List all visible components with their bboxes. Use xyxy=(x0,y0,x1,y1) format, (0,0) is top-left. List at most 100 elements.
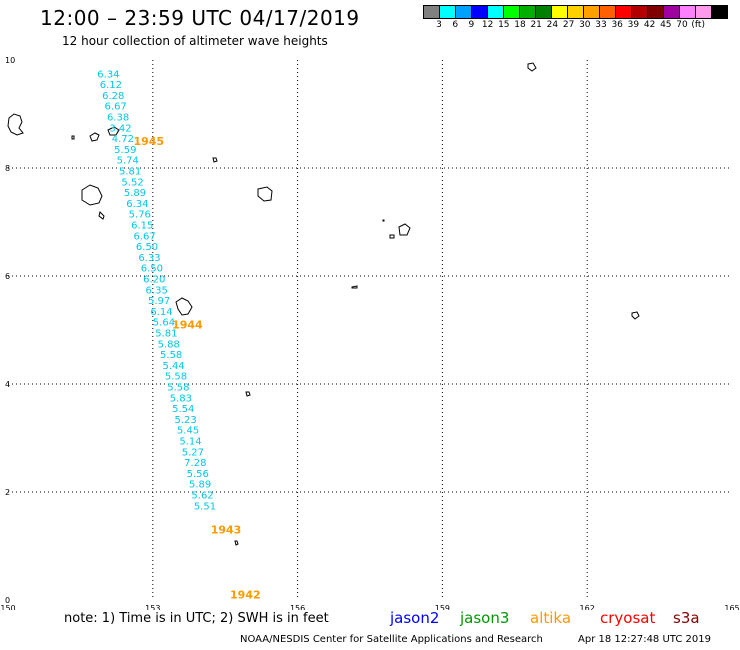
wave-height-track: 6.346.126.286.676.383.424.725.595.745.81… xyxy=(97,69,216,512)
legend-label: 3 xyxy=(436,20,442,30)
legend-label: 24 xyxy=(546,20,559,30)
island-outlines xyxy=(7,62,640,546)
legend-label: 12 xyxy=(481,20,494,30)
wave-height-label: 6.14 xyxy=(150,307,172,318)
legend-swatch xyxy=(711,5,728,19)
x-tick-label: 159 xyxy=(435,604,450,610)
wave-height-label: 6.67 xyxy=(105,102,127,113)
legend-s3a: s3a xyxy=(673,609,700,627)
legend-label: 9 xyxy=(468,20,475,30)
wave-height-label: 3.42 xyxy=(109,123,131,134)
pass-time-label: 1942 xyxy=(230,588,261,601)
island-outline xyxy=(212,157,218,163)
island-outline xyxy=(245,391,251,397)
wave-height-label: 5.62 xyxy=(191,490,213,501)
island-outline xyxy=(71,135,75,140)
legend-cryosat: cryosat xyxy=(600,609,656,627)
wave-height-label: 6.50 xyxy=(136,242,158,253)
generation-timestamp: Apr 18 12:27:48 UTC 2019 xyxy=(578,634,711,645)
wave-height-label: 5.76 xyxy=(129,210,151,221)
wave-height-label: 6.28 xyxy=(102,91,124,102)
y-tick-label: 4 xyxy=(5,380,10,389)
island-outline xyxy=(631,311,640,320)
wave-height-label: 5.51 xyxy=(194,501,216,512)
wave-height-label: 5.58 xyxy=(165,372,187,383)
wave-height-label: 6.20 xyxy=(143,274,165,285)
wave-height-label: 5.58 xyxy=(167,382,189,393)
island-outline xyxy=(7,113,24,136)
color-legend: 3 6 9 12 15 18 21 24 27 30 33 36 39 42 45 70 (ft) xyxy=(423,5,740,33)
x-tick-label: 150 xyxy=(0,604,15,610)
island-outline xyxy=(527,62,537,72)
wave-height-label: 6.34 xyxy=(126,199,148,210)
credit-line: NOAA/NESDIS Center for Satellite Applica… xyxy=(240,634,543,645)
legend-label: 27 xyxy=(562,20,575,30)
island-outline xyxy=(257,186,273,202)
legend-label: 30 xyxy=(579,20,591,30)
map-grid: 150 153 156 159 162 165 0 2 4 6 8 10 xyxy=(0,56,739,610)
wave-height-label: 6.15 xyxy=(131,220,153,231)
legend-label: 36 xyxy=(611,20,623,30)
island-outline xyxy=(98,211,105,220)
y-tick-label: 10 xyxy=(5,56,15,65)
wave-height-label: 5.81 xyxy=(155,328,177,339)
pass-time-label: 1945 xyxy=(133,135,164,148)
legend-labels: 3 6 9 12 15 18 21 24 27 30 33 36 39 42 45 70 (ft) xyxy=(423,19,740,33)
wave-height-label: 5.89 xyxy=(189,480,211,491)
wave-height-label: 6.67 xyxy=(133,231,155,242)
wave-height-label: 5.44 xyxy=(162,361,184,372)
legend-label: 33 xyxy=(595,20,607,30)
wave-height-label: 6.35 xyxy=(146,285,168,296)
wave-height-label: 6.33 xyxy=(138,253,160,264)
legend-label: 6 xyxy=(452,20,459,30)
island-outline xyxy=(81,184,103,206)
legend-label: 18 xyxy=(514,20,526,30)
island-outline xyxy=(398,223,411,236)
page-subtitle: 12 hour collection of altimeter wave hei… xyxy=(62,34,328,48)
legend-label: 70 xyxy=(676,20,688,30)
island-outline xyxy=(382,219,385,222)
wave-height-label: 5.89 xyxy=(124,188,146,199)
page-title: 12:00 – 23:59 UTC 04/17/2019 xyxy=(40,6,360,30)
legend-jason2: jason2 xyxy=(390,609,440,627)
wave-height-label: 5.27 xyxy=(182,447,204,458)
pass-time-labels: 1945 1944 1943 1942 xyxy=(133,135,260,602)
legend-label: 21 xyxy=(530,20,542,30)
legend-label: 45 xyxy=(660,20,672,30)
wave-height-label: 4.72 xyxy=(112,134,134,145)
x-tick-label: 165 xyxy=(724,604,739,610)
wave-height-label: 5.74 xyxy=(117,156,139,167)
legend-label: 15 xyxy=(498,20,510,30)
island-outline xyxy=(351,285,358,289)
y-tick-label: 0 xyxy=(5,596,10,605)
island-outline xyxy=(175,297,193,316)
legend-label: 39 xyxy=(627,20,640,30)
wave-height-label: 5.54 xyxy=(172,404,194,415)
legend-altika: altika xyxy=(530,609,572,627)
legend-label: 42 xyxy=(643,20,656,30)
wave-height-label: 5.97 xyxy=(148,296,170,307)
y-tick-label: 8 xyxy=(5,164,10,173)
wave-height-label: 5.23 xyxy=(175,415,197,426)
wave-height-label: 5.56 xyxy=(187,469,209,480)
wave-height-label: 7.28 xyxy=(184,458,206,469)
x-tick-label: 153 xyxy=(145,604,160,610)
wave-height-label: 6.34 xyxy=(97,69,119,80)
wave-height-label: 6.38 xyxy=(107,112,129,123)
legend-label: (ft) xyxy=(691,20,705,30)
wave-height-label: 5.64 xyxy=(153,318,175,329)
wave-height-label: 5.83 xyxy=(170,393,192,404)
island-outline xyxy=(234,540,239,546)
wave-height-label: 5.58 xyxy=(160,350,182,361)
pass-time-label: 1944 xyxy=(172,318,203,331)
island-outline xyxy=(89,132,100,142)
legend-swatches xyxy=(423,5,740,19)
map-frame xyxy=(7,59,733,601)
footer-note: note: 1) Time is in UTC; 2) SWH is in fe… xyxy=(64,611,329,626)
wave-height-label: 5.14 xyxy=(179,436,201,447)
y-tick-label: 6 xyxy=(5,272,10,281)
x-tick-label: 156 xyxy=(290,604,305,610)
wave-height-label: 6.50 xyxy=(141,264,163,275)
island-outline xyxy=(389,234,395,239)
